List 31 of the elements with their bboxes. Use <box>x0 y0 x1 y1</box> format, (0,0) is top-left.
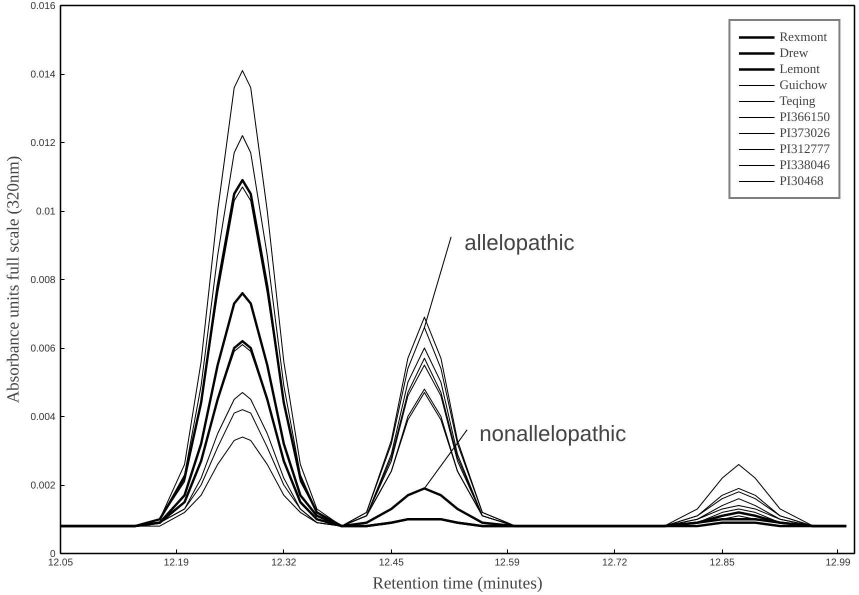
y-tick-label: 0.006 <box>30 344 56 354</box>
legend-label: PI373026 <box>779 125 830 141</box>
legend-label: Teqing <box>779 93 816 109</box>
x-tick-label: 12.72 <box>602 558 628 568</box>
legend-label: Rexmont <box>779 29 828 45</box>
x-tick-label: 12.85 <box>710 558 736 568</box>
legend-label: PI30468 <box>779 173 824 189</box>
legend-label: PI366150 <box>779 109 830 125</box>
y-tick-label: 0 <box>50 549 56 560</box>
x-tick-label: 12.99 <box>825 558 851 568</box>
legend-label: Guichow <box>779 77 828 93</box>
legend-label: Lemont <box>779 61 820 77</box>
annotation: nonallelopathic <box>479 420 626 446</box>
y-tick-label: 0.014 <box>30 70 56 80</box>
y-axis-title: Absorbance units full scale (320nm) <box>3 156 22 404</box>
legend-label: PI338046 <box>779 157 830 173</box>
x-tick-label: 12.59 <box>494 558 520 568</box>
y-tick-label: 0.004 <box>30 412 56 423</box>
y-tick-label: 0.012 <box>30 138 56 149</box>
x-tick-label: 12.05 <box>48 558 74 568</box>
y-tick-label: 0.008 <box>30 275 56 286</box>
x-tick-label: 12.32 <box>271 558 297 568</box>
x-axis-title: Retention time (minutes) <box>372 574 542 592</box>
legend-label: Drew <box>779 45 808 61</box>
y-tick-label: 0.002 <box>30 480 56 492</box>
y-tick-label: 0.01 <box>36 206 56 218</box>
annotation: allelopathic <box>464 230 574 255</box>
y-tick-label: 0.016 <box>30 1 56 12</box>
x-tick-label: 12.19 <box>164 558 190 568</box>
x-tick-label: 12.45 <box>378 558 404 568</box>
legend-label: PI312777 <box>779 141 830 157</box>
